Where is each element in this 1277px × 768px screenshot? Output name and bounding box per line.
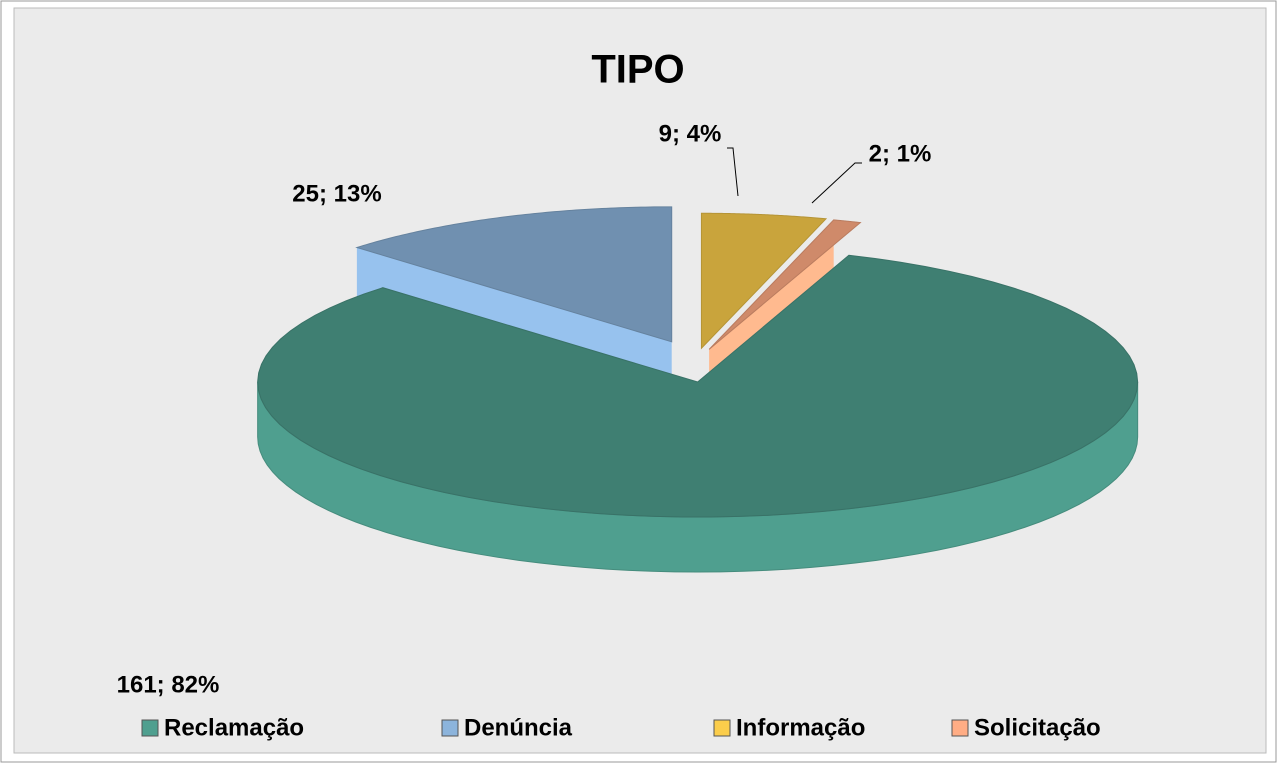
- legend-swatch: [713, 719, 731, 737]
- legend-label: Informação: [736, 714, 865, 741]
- legend-label: Solicitação: [974, 714, 1101, 741]
- leader-line: [727, 147, 739, 197]
- slice: [700, 212, 828, 350]
- legend: Reclamação Denúncia Informação Solicitação: [141, 714, 1101, 741]
- legend-swatch: [141, 719, 159, 737]
- data-label: 2; 1%: [869, 140, 932, 167]
- pie: [257, 206, 1139, 573]
- chart-title: TIPO: [591, 48, 684, 92]
- leader-line: [811, 162, 862, 204]
- slice: [708, 219, 862, 350]
- data-label: 25; 13%: [292, 180, 381, 207]
- legend-label: Denúncia: [464, 714, 573, 741]
- data-label: 161; 82%: [117, 671, 220, 698]
- legend-label: Reclamação: [164, 714, 304, 741]
- data-label: 9; 4%: [659, 120, 722, 147]
- labels: 161; 82% 25; 13% 9; 4% 2; 1%: [117, 120, 932, 698]
- slice: [355, 206, 673, 343]
- legend-swatch: [441, 719, 459, 737]
- legend-swatch: [951, 719, 969, 737]
- slice: [257, 254, 1139, 518]
